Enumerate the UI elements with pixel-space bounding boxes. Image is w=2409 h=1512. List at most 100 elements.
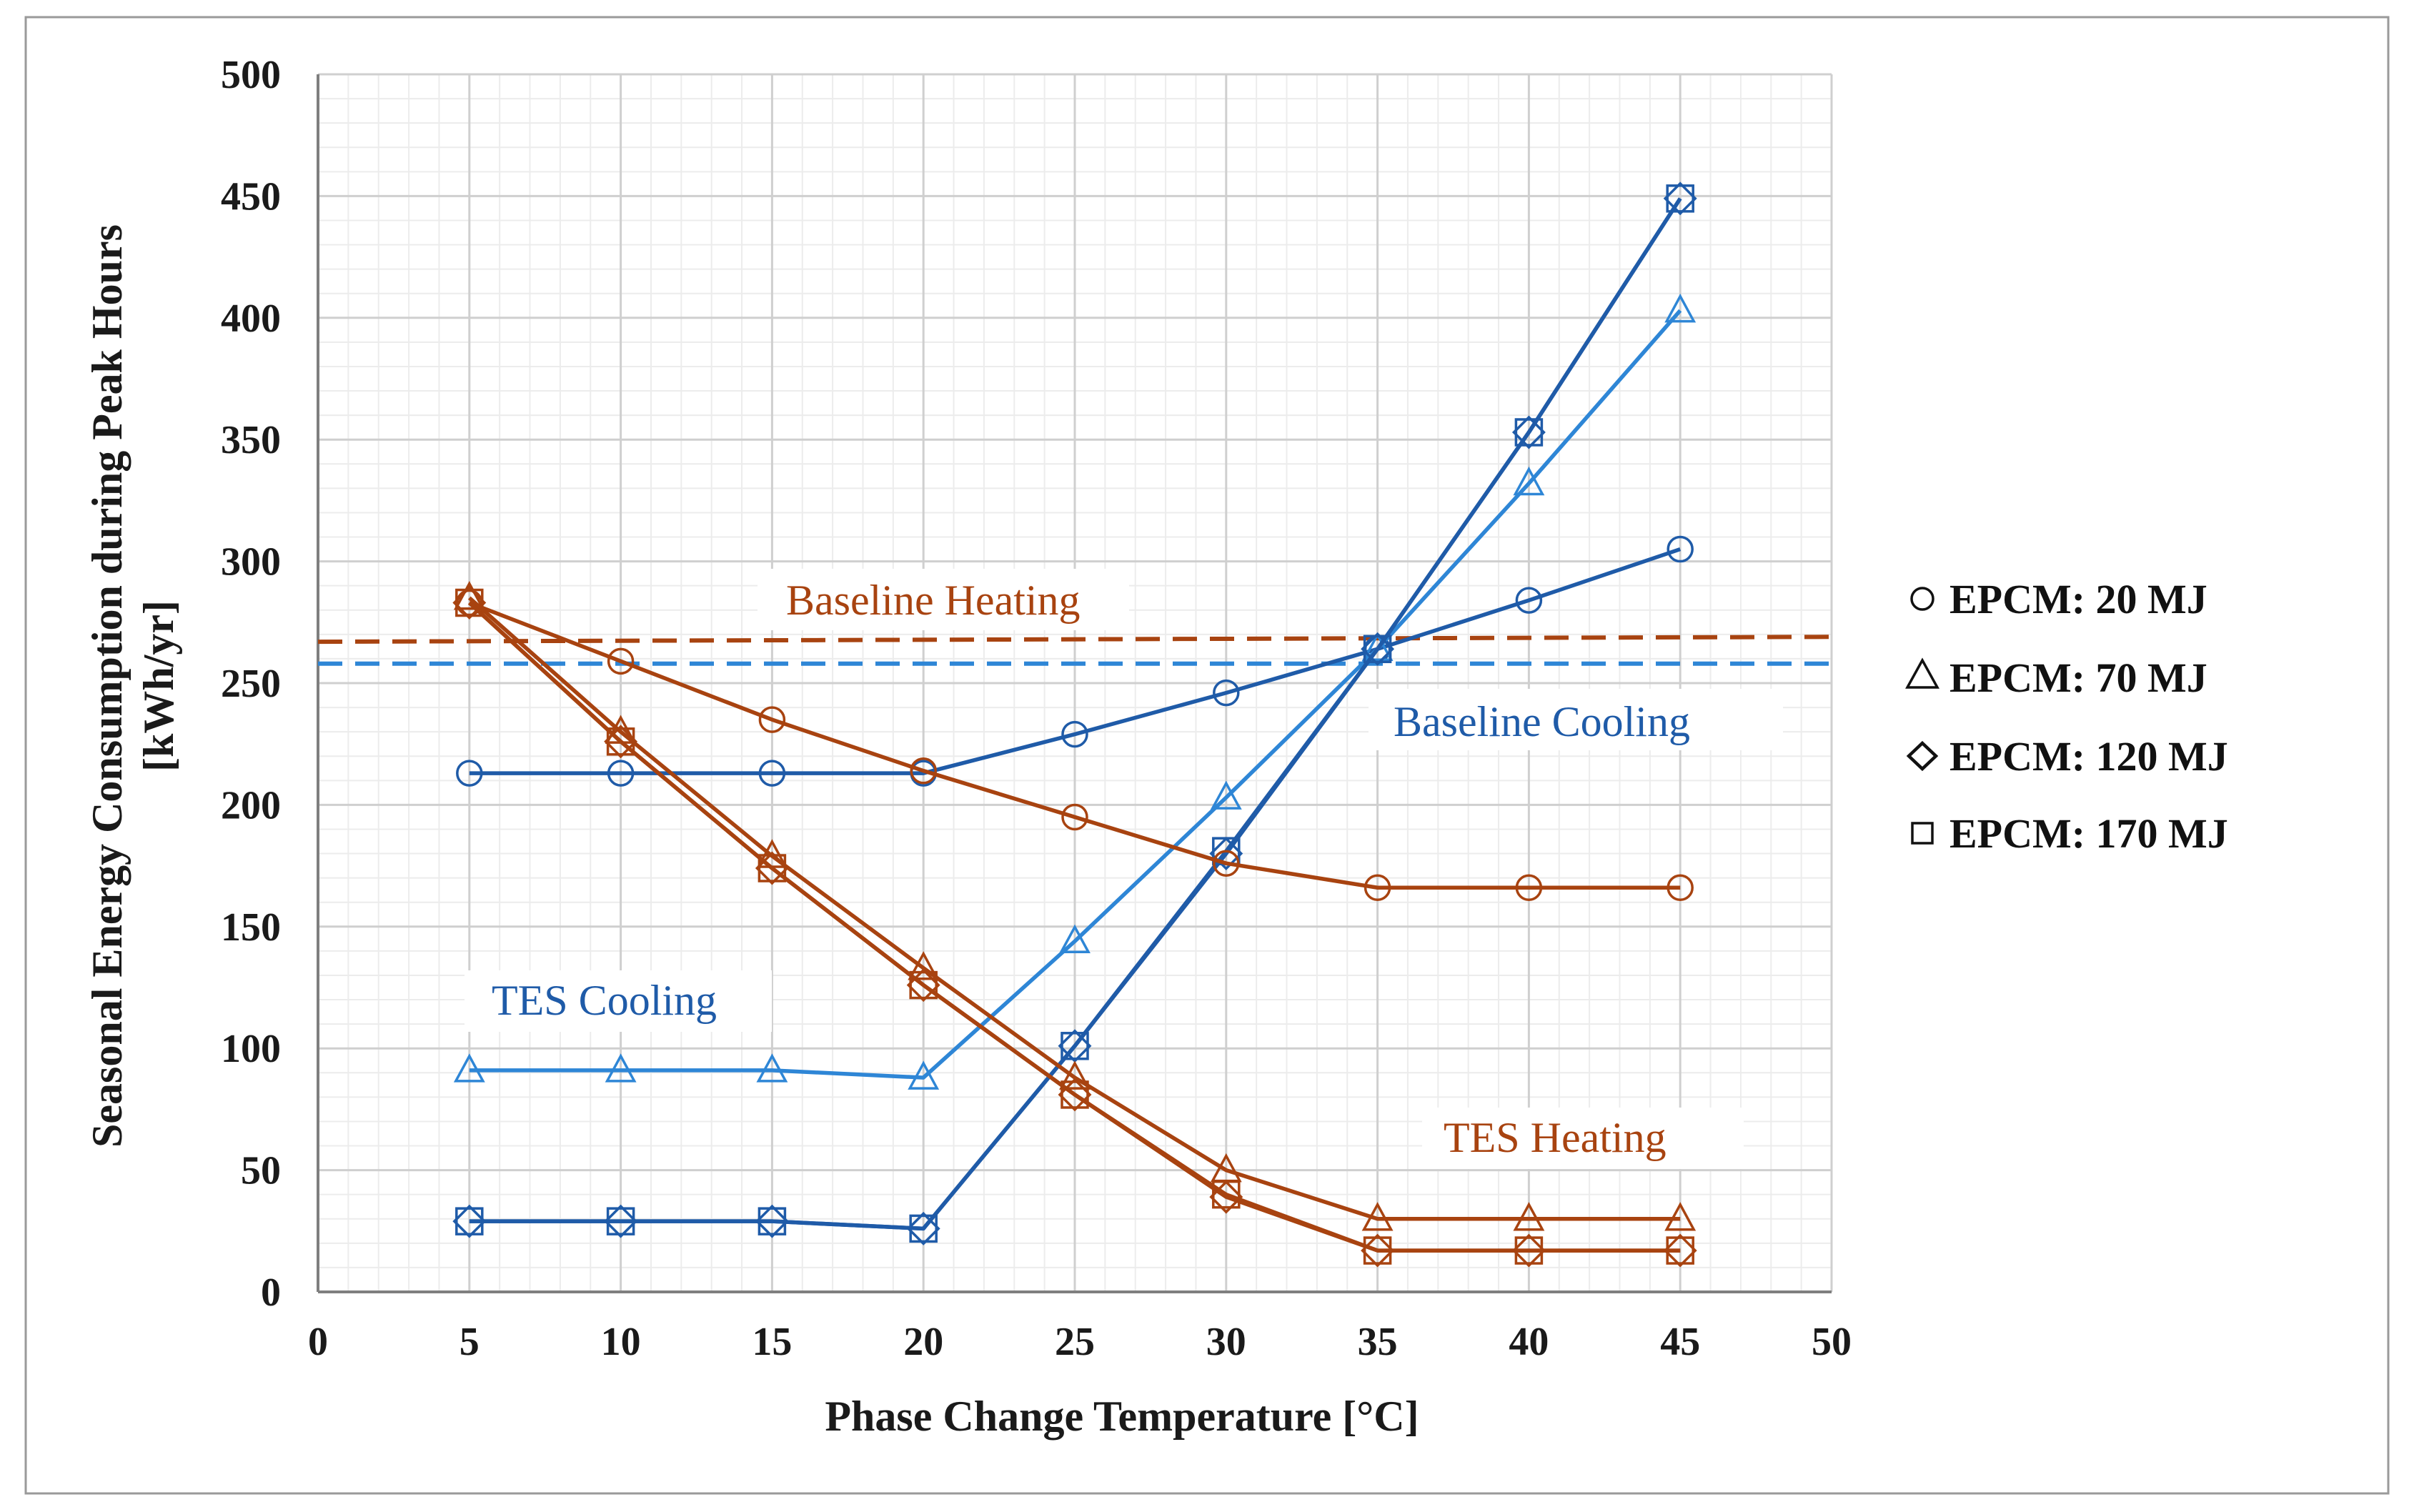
- data-point-cooling-triangle: [453, 1053, 485, 1083]
- data-point-cooling-triangle: [1361, 632, 1394, 662]
- data-point-heating-square: [455, 588, 484, 617]
- data-point-cooling-circle: [1061, 720, 1088, 748]
- x-tick-label: 45: [1660, 1320, 1700, 1364]
- x-tick-label: 5: [460, 1320, 480, 1364]
- x-tick-label: 10: [601, 1320, 641, 1364]
- data-point-heating-circle: [607, 647, 635, 675]
- baselines: [317, 635, 1832, 666]
- data-point-cooling-circle: [1213, 679, 1240, 707]
- y-tick-label: 0: [261, 1270, 281, 1315]
- data-point-heating-diamond: [604, 725, 638, 759]
- data-point-heating-circle: [1364, 874, 1391, 902]
- data-point-heating-diamond: [1663, 1233, 1697, 1268]
- legend-label-170mj: EPCM: 170 MJ: [1949, 810, 2228, 857]
- legend-item-20mj: EPCM: 20 MJ: [1910, 576, 2207, 622]
- data-point-cooling-square: [455, 1207, 484, 1235]
- data-point-cooling-diamond: [1663, 181, 1697, 216]
- series-line-heating-triangle: [467, 596, 1681, 1221]
- y-axis-label-line1: Seasonal Energy Consumption during Peak …: [84, 224, 131, 1148]
- data-point-cooling-square: [1514, 418, 1544, 447]
- data-point-cooling-diamond: [1511, 415, 1546, 449]
- data-point-cooling-square: [1666, 184, 1694, 213]
- figure-border: [24, 16, 2390, 1495]
- legend-label-120mj: EPCM: 120 MJ: [1949, 733, 2228, 780]
- data-point-heating-square: [1212, 1180, 1241, 1209]
- series-line-cooling-square: [469, 197, 1682, 1231]
- y-tick-label: 500: [221, 53, 281, 97]
- y-tick-label: 250: [221, 662, 281, 706]
- data-point-heating-diamond: [1511, 1233, 1546, 1268]
- annotation-baseline-cooling: Baseline Cooling: [1394, 698, 1690, 745]
- series-line-cooling-triangle: [469, 309, 1682, 1080]
- data-point-heating-circle: [1061, 803, 1088, 831]
- x-axis-label: Phase Change Temperature [°C]: [825, 1393, 1419, 1440]
- y-tick-label: 150: [221, 905, 281, 950]
- data-point-cooling-diamond: [1209, 837, 1243, 871]
- x-tick-label: 15: [752, 1320, 792, 1364]
- data-point-heating-circle: [910, 757, 937, 785]
- data-point-heating-square: [1666, 1236, 1694, 1265]
- data-point-heating-circle: [1667, 874, 1694, 902]
- data-point-cooling-circle: [758, 760, 786, 787]
- y-tick-label: 350: [221, 418, 281, 462]
- annotation-tes-cooling-bg: [465, 970, 772, 1032]
- data-point-cooling-triangle: [1059, 924, 1091, 953]
- data-point-cooling-diamond: [755, 1204, 789, 1238]
- annotation-baseline-heating-bg: [758, 569, 1129, 630]
- data-point-heating-circle: [758, 706, 786, 733]
- data-point-heating-diamond: [1209, 1180, 1243, 1214]
- data-point-heating-triangle: [1664, 1202, 1697, 1231]
- axes: [317, 74, 1832, 1293]
- series-group: [452, 181, 1697, 1268]
- data-point-heating-square: [758, 854, 787, 882]
- data-point-heating-square: [1061, 1080, 1089, 1109]
- data-point-heating-triangle: [1059, 1060, 1091, 1090]
- series-heating-square: [455, 588, 1694, 1265]
- data-point-heating-square: [606, 727, 635, 756]
- legend-label-20mj: EPCM: 20 MJ: [1949, 576, 2207, 622]
- x-tick-label: 30: [1206, 1320, 1246, 1364]
- legend-diamond-marker: [1906, 740, 1939, 772]
- data-point-heating-diamond: [755, 851, 789, 885]
- annotation-tes-heating: TES Heating: [1444, 1114, 1667, 1161]
- y-tick-label: 400: [221, 297, 281, 341]
- data-point-heating-triangle: [1361, 1202, 1394, 1231]
- data-point-heating-square: [909, 970, 938, 1000]
- legend-item-170mj: EPCM: 170 MJ: [1911, 810, 2228, 857]
- series-heating-circle: [456, 589, 1694, 902]
- data-point-cooling-diamond: [452, 1204, 487, 1238]
- y-tick-label: 50: [241, 1149, 281, 1193]
- data-point-cooling-circle: [456, 760, 483, 787]
- annotation-baseline-cooling-bg: [1369, 689, 1783, 750]
- series-line-heating-square: [467, 601, 1681, 1253]
- data-point-cooling-triangle: [605, 1053, 637, 1083]
- legend-triangle-marker: [1905, 657, 1939, 689]
- data-point-heating-triangle: [908, 951, 940, 980]
- annotation-tes-heating-bg: [1422, 1108, 1744, 1169]
- y-axis-label-line2: [kWh/yr]: [135, 600, 182, 772]
- legend-item-120mj: EPCM: 120 MJ: [1906, 733, 2228, 780]
- data-point-cooling-diamond: [1361, 632, 1395, 666]
- x-tick-label: 40: [1509, 1320, 1549, 1364]
- data-point-cooling-triangle: [1513, 466, 1545, 496]
- data-point-heating-circle: [1515, 874, 1543, 902]
- data-point-cooling-triangle: [1664, 293, 1697, 323]
- data-point-heating-diamond: [906, 968, 940, 1003]
- series-cooling-square: [455, 184, 1694, 1243]
- annotation-tes-cooling: TES Cooling: [492, 977, 717, 1024]
- data-point-heating-square: [1363, 1236, 1392, 1265]
- data-point-cooling-diamond: [906, 1211, 940, 1245]
- data-point-cooling-circle: [607, 760, 635, 787]
- data-point-heating-diamond: [452, 586, 487, 620]
- data-point-cooling-square: [1363, 635, 1392, 664]
- data-point-cooling-circle: [1515, 587, 1543, 614]
- data-point-cooling-triangle: [908, 1060, 940, 1090]
- annotation-baseline-heating: Baseline Heating: [786, 577, 1081, 624]
- data-point-cooling-circle: [1667, 535, 1694, 563]
- data-point-cooling-square: [606, 1207, 635, 1235]
- data-point-heating-triangle: [1513, 1202, 1545, 1231]
- y-tick-label: 300: [221, 540, 281, 585]
- legend: EPCM: 20 MJ EPCM: 70 MJ EPCM: 120 MJ EPC…: [1905, 576, 2228, 857]
- data-point-cooling-square: [909, 1214, 938, 1243]
- legend-item-70mj: EPCM: 70 MJ: [1905, 655, 2207, 701]
